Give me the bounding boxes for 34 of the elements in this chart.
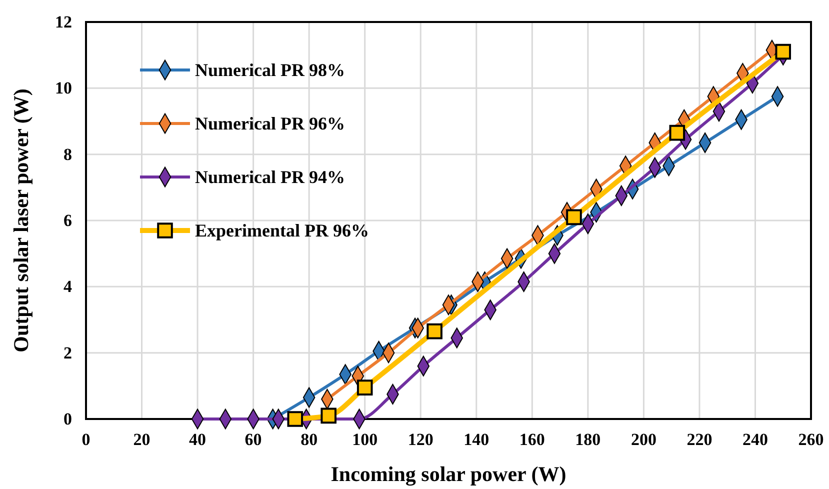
legend-label: Numerical PR 96% [195, 114, 345, 134]
x-tick-label: 80 [300, 430, 318, 450]
x-tick-label: 200 [630, 430, 656, 450]
x-tick-label: 260 [798, 430, 824, 450]
point [775, 44, 792, 60]
y-tick-label: 0 [64, 409, 72, 428]
x-tick-label: 60 [244, 430, 262, 450]
point [356, 380, 373, 396]
x-tick-label: 120 [408, 430, 434, 450]
legend-label: Numerical PR 94% [195, 167, 345, 187]
y-tick-label: 2 [64, 343, 72, 362]
y-tick-label: 8 [64, 144, 72, 164]
x-axis-title: Incoming solar power (W) [330, 462, 566, 486]
point [287, 411, 304, 427]
point [426, 323, 442, 340]
x-tick-label: 100 [352, 430, 378, 450]
y-tick-label: 6 [64, 210, 72, 230]
y-axis-title: Output solar laser power (W) [9, 88, 33, 352]
x-tick-label: 220 [686, 430, 712, 450]
y-tick-label: 10 [55, 78, 72, 98]
x-tick-label: 0 [82, 430, 90, 450]
legend-label: Experimental PR 96% [195, 220, 369, 240]
x-tick-label: 160 [519, 430, 545, 450]
x-tick-label: 240 [742, 430, 768, 450]
y-tick-label: 12 [55, 12, 72, 32]
point [669, 124, 686, 141]
x-tick-label: 140 [464, 430, 490, 450]
x-tick-label: 40 [189, 430, 206, 450]
x-tick-label: 180 [575, 430, 601, 450]
x-tick-label: 20 [133, 430, 150, 450]
point [566, 209, 582, 226]
point [320, 408, 336, 424]
y-tick-label: 4 [64, 277, 72, 296]
legend-label: Numerical PR 98% [195, 60, 345, 80]
